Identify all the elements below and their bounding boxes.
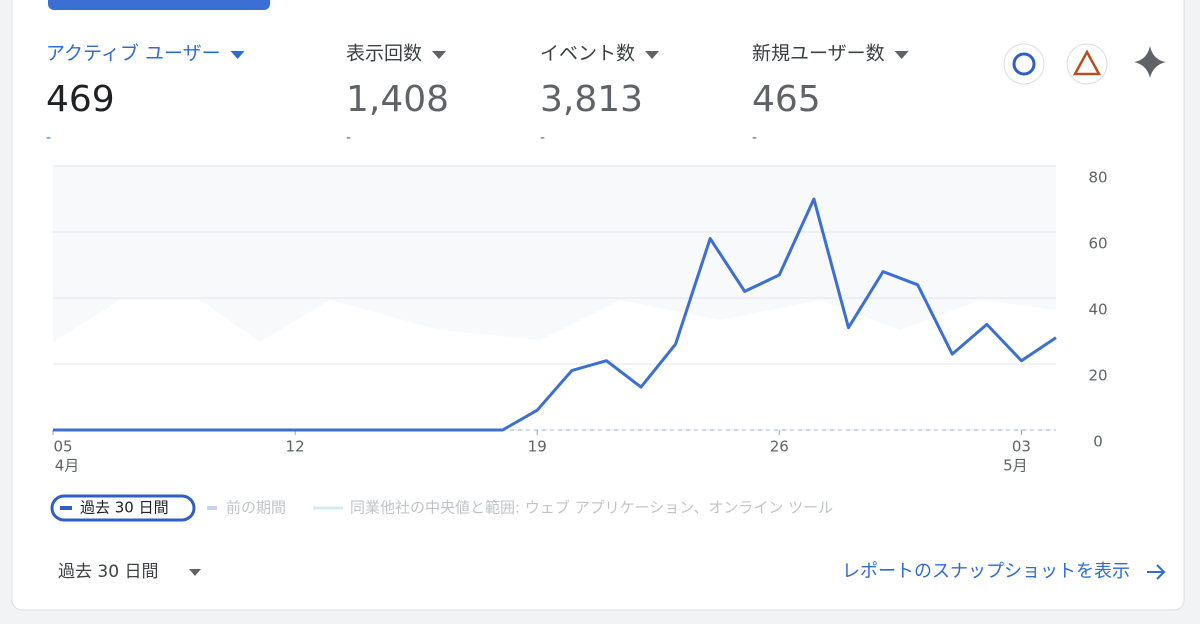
y-tick-label: 0 — [1093, 433, 1103, 451]
date-range-dropdown[interactable]: 過去 30 日間 — [58, 562, 158, 582]
metric-value: 3,813 — [540, 79, 643, 120]
y-tick-label: 80 — [1088, 169, 1107, 187]
legend-label: 過去 30 日間 — [80, 499, 169, 517]
y-tick-label: 20 — [1088, 367, 1107, 385]
x-tick-label: 26 — [770, 438, 789, 456]
insights-icon[interactable] — [1134, 46, 1166, 78]
dropdown-arrow — [230, 51, 245, 59]
x-tick-label: 19 — [528, 438, 547, 456]
badge-icon[interactable] — [1003, 43, 1045, 85]
link-arrow — [1147, 564, 1166, 580]
metric-label[interactable]: 新規ユーザー数 — [752, 43, 885, 65]
warning-icon[interactable] — [1066, 43, 1108, 85]
metric-value: 1,408 — [346, 79, 449, 120]
metric-label[interactable]: アクティブ ユーザー — [46, 42, 221, 65]
metric-value: 469 — [46, 79, 115, 120]
y-tick-label: 40 — [1088, 301, 1107, 319]
dropdown-arrow — [432, 51, 447, 59]
y-tick-label: 60 — [1088, 235, 1107, 253]
dropdown-arrow — [894, 51, 909, 59]
metric-change: - — [346, 130, 351, 146]
x-month-label: 4月 — [55, 457, 80, 475]
legend-label[interactable]: 同業他社の中央値と範囲: ウェブ アプリケーション、オンライン ツール — [350, 499, 833, 517]
x-tick-label: 03 — [1012, 438, 1031, 456]
metric-label[interactable]: 表示回数 — [346, 43, 422, 65]
metric-change: - — [540, 130, 545, 146]
data-line — [53, 197, 1057, 432]
metric-value: 465 — [752, 79, 821, 120]
metric-label[interactable]: イベント数 — [540, 43, 635, 65]
dropdown-arrow — [189, 569, 201, 576]
active-tab-bar — [48, 0, 270, 10]
metric-change: - — [752, 130, 757, 146]
x-month-label: 5月 — [1003, 457, 1028, 475]
x-tick-label: 12 — [286, 438, 305, 456]
dropdown-arrow — [645, 51, 660, 59]
x-tick-label: 05 — [53, 438, 72, 456]
legend-chip[interactable] — [50, 494, 196, 522]
metric-change: - — [46, 130, 51, 146]
legend-label[interactable]: 前の期間 — [226, 499, 286, 517]
snapshot-link[interactable]: レポートのスナップショットを表示 — [842, 561, 1130, 582]
